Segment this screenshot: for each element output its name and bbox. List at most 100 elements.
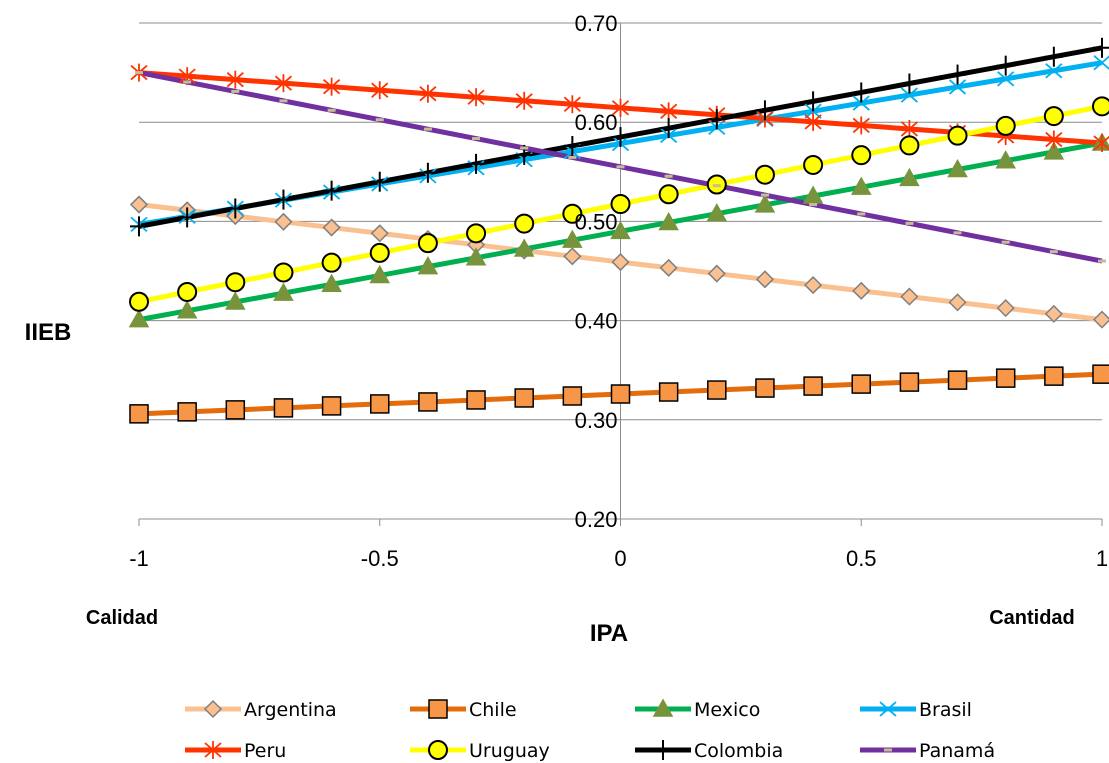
legend-item-panam: Panamá — [860, 740, 995, 762]
data-point-uruguay — [321, 252, 342, 273]
data-point-chile — [177, 402, 197, 422]
data-point-peru — [467, 88, 485, 107]
legend-item-mexico: Mexico — [635, 698, 760, 721]
data-point-uruguay — [1043, 106, 1064, 127]
legend-marker — [428, 699, 448, 719]
y-axis-title: IIEB — [25, 319, 72, 346]
legend-item-argentina: Argentina — [185, 699, 337, 721]
legend-marker — [884, 748, 892, 752]
data-point-colombia — [948, 64, 967, 85]
legend-item-brasil: Brasil — [860, 699, 972, 721]
data-point-chile — [273, 398, 294, 418]
data-point-chile — [466, 390, 486, 410]
data-point-peru — [852, 116, 870, 135]
markers-group — [128, 37, 1109, 424]
data-point-panam — [760, 193, 769, 197]
legend-item-uruguay: Uruguay — [410, 740, 550, 762]
data-point-colombia — [370, 171, 389, 192]
data-point-chile — [707, 380, 727, 400]
data-point-uruguay — [610, 194, 631, 215]
y-tick-label: 0.20 — [575, 507, 618, 532]
data-point-brasil — [900, 87, 918, 103]
data-point-mexico — [1043, 141, 1065, 160]
data-point-argentina — [370, 224, 389, 243]
data-point-mexico — [128, 309, 150, 328]
data-point-mexico — [754, 194, 776, 213]
data-point-peru — [660, 102, 678, 121]
data-point-chile — [899, 372, 920, 392]
legend-label: Argentina — [244, 699, 337, 721]
data-point-chile — [418, 392, 438, 412]
data-point-panam — [183, 80, 192, 84]
x-tick-label: -1 — [129, 546, 149, 571]
data-point-mexico — [995, 150, 1016, 169]
data-point-uruguay — [562, 203, 583, 224]
x-axis-title: IPA — [590, 620, 628, 647]
data-point-uruguay — [225, 272, 246, 293]
data-point-panam — [712, 184, 721, 188]
data-point-argentina — [948, 293, 967, 312]
data-point-panam — [809, 203, 818, 207]
data-point-colombia — [1093, 37, 1109, 58]
data-point-peru — [900, 119, 918, 138]
x-tick-label: 1 — [1096, 546, 1108, 571]
y-tick-label: 0.60 — [575, 110, 618, 135]
data-point-chile — [803, 376, 823, 396]
data-point-colombia — [322, 180, 341, 201]
legend-marker — [204, 741, 222, 759]
data-point-brasil — [852, 95, 870, 111]
data-point-uruguay — [851, 145, 872, 166]
data-point-panam — [857, 212, 866, 216]
data-point-colombia — [852, 82, 871, 103]
data-point-uruguay — [803, 154, 824, 175]
data-point-chile — [1092, 364, 1109, 384]
data-point-panam — [664, 174, 673, 178]
legend-marker — [203, 699, 223, 719]
legend-marker — [428, 740, 448, 760]
data-point-peru — [515, 91, 533, 110]
legend-label: Peru — [244, 740, 286, 762]
legend-item-chile: Chile — [410, 699, 517, 721]
data-point-brasil — [1045, 63, 1063, 79]
data-point-argentina — [563, 247, 582, 266]
data-point-peru — [419, 84, 437, 103]
data-point-uruguay — [466, 223, 487, 244]
data-point-uruguay — [658, 184, 679, 205]
data-point-colombia — [226, 198, 245, 219]
data-point-uruguay — [369, 242, 390, 263]
data-point-mexico — [273, 282, 294, 301]
data-point-uruguay — [754, 164, 775, 185]
data-point-uruguay — [995, 115, 1016, 136]
data-point-panam — [905, 221, 914, 225]
data-point-colombia — [900, 73, 919, 94]
data-point-mexico — [176, 300, 198, 319]
legend-label: Uruguay — [469, 740, 550, 762]
data-point-peru — [1045, 130, 1063, 149]
data-point-argentina — [322, 218, 341, 237]
data-point-colombia — [274, 189, 293, 210]
data-point-panam — [423, 127, 432, 131]
data-point-panam — [1098, 259, 1106, 263]
data-point-chile — [610, 384, 631, 404]
data-point-uruguay — [177, 281, 198, 302]
data-point-mexico — [802, 185, 824, 204]
data-point-peru — [1093, 134, 1109, 153]
data-point-argentina — [659, 258, 678, 277]
data-point-chile — [370, 394, 390, 414]
data-point-peru — [371, 81, 389, 100]
tick-labels: 0.20 0.30 0.40 0.50 0.60 0.70 -1 -0.5 0 0.5 1 — [129, 11, 1108, 571]
data-point-uruguay — [514, 213, 535, 234]
data-point-uruguay — [273, 262, 294, 283]
data-point-chile — [1044, 366, 1064, 386]
y-tick-label: 0.30 — [575, 408, 618, 433]
data-point-colombia — [178, 207, 197, 228]
data-point-chile — [658, 382, 679, 402]
data-point-panam — [279, 99, 288, 103]
data-point-argentina — [804, 276, 823, 295]
data-point-chile — [851, 374, 871, 394]
data-point-peru — [274, 74, 293, 93]
data-point-mexico — [369, 264, 391, 284]
data-point-colombia — [804, 91, 823, 112]
data-point-chile — [129, 404, 149, 424]
